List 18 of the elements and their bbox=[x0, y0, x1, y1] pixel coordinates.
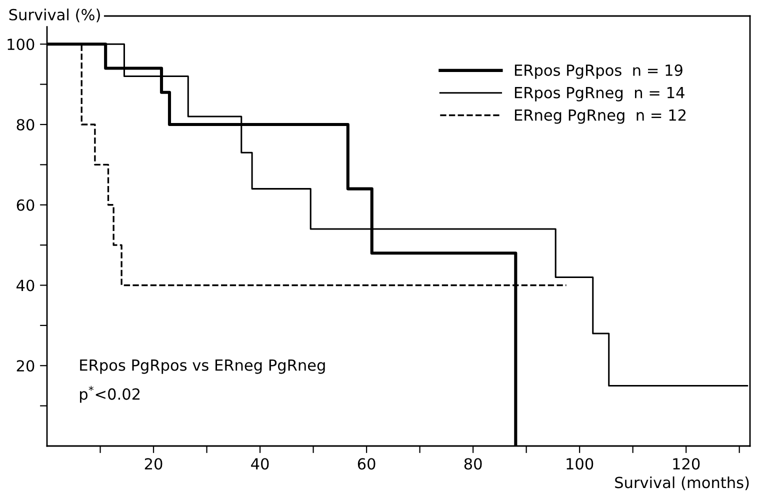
y-axis-title: Survival (%) bbox=[9, 8, 100, 22]
x-tick-label: 40 bbox=[251, 458, 269, 470]
x-tick-label: 100 bbox=[566, 458, 594, 470]
annotation: p$^{*}$<0.02 bbox=[80, 386, 140, 403]
y-tick-label: 60 bbox=[16, 199, 34, 211]
legend-label: ERneg PgRneg n = 12 bbox=[514, 109, 686, 124]
y-tick-label: 100 bbox=[8, 38, 34, 50]
legend-label: ERpos PgRpos n = 19 bbox=[514, 64, 682, 79]
x-tick-label: 20 bbox=[144, 458, 162, 470]
x-axis-title: Survival (months) bbox=[615, 476, 749, 490]
legend-label: ERpos PgRneg n = 14 bbox=[514, 87, 684, 102]
x-tick-label: 60 bbox=[358, 458, 376, 470]
x-tick-label: 120 bbox=[673, 458, 700, 470]
x-tick-label: 80 bbox=[464, 458, 482, 470]
y-tick-label: 80 bbox=[16, 118, 34, 131]
y-tick-label: 40 bbox=[16, 280, 34, 292]
y-tick-label: 20 bbox=[16, 360, 34, 372]
annotation: ERpos PgRpos vs ERneg PgRneg bbox=[80, 360, 325, 374]
